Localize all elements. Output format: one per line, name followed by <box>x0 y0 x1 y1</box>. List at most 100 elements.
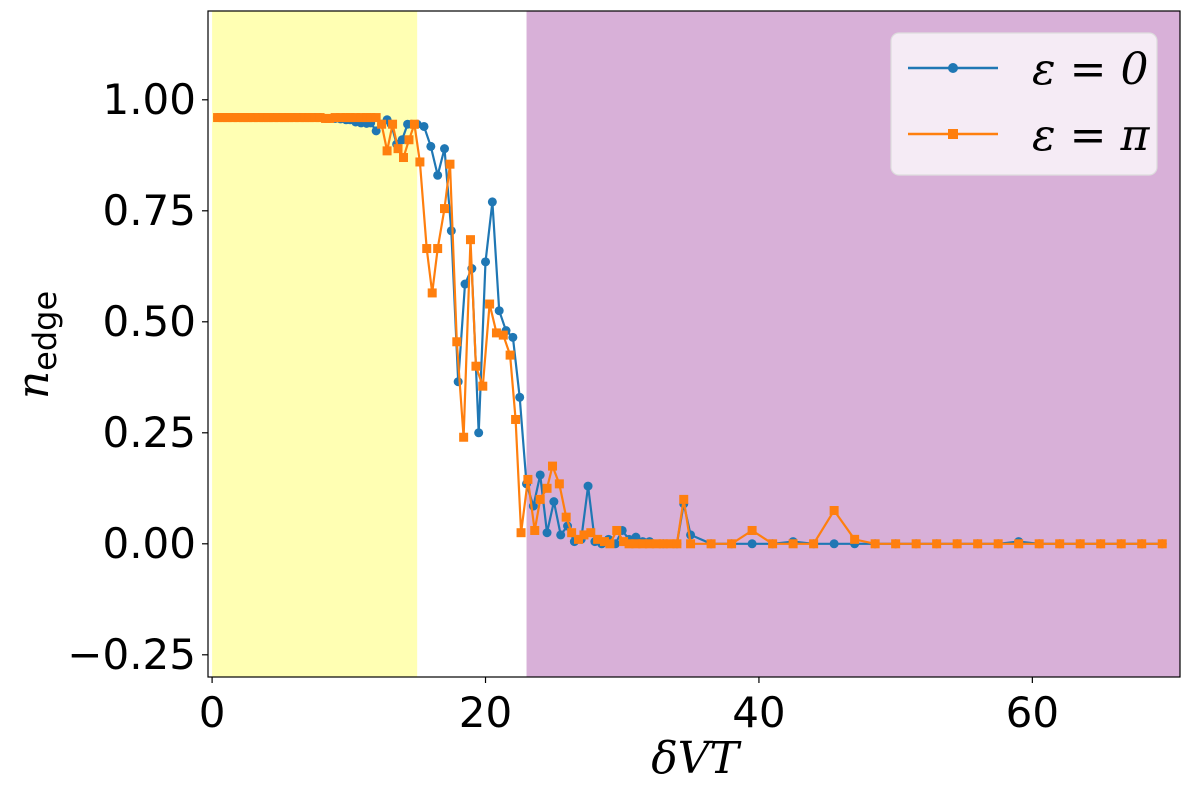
data-point <box>233 113 243 123</box>
data-point <box>911 539 921 549</box>
data-point <box>973 539 983 549</box>
data-point <box>274 113 284 123</box>
legend-marker-eps-pi <box>948 129 958 139</box>
data-point <box>747 539 757 549</box>
data-point <box>638 539 648 549</box>
data-point <box>222 113 232 123</box>
data-point <box>586 528 596 538</box>
data-point <box>788 539 798 549</box>
data-point <box>891 539 901 549</box>
data-point <box>573 534 583 544</box>
data-point <box>870 539 880 549</box>
legend-label-eps-pi: ε = π <box>1032 110 1150 161</box>
data-point <box>228 113 238 123</box>
data-point <box>345 113 355 123</box>
data-point <box>579 530 589 540</box>
data-point <box>440 204 450 214</box>
data-point <box>330 113 340 123</box>
data-point <box>556 530 566 540</box>
data-point <box>310 113 320 123</box>
data-point <box>768 539 778 549</box>
data-point <box>505 350 515 360</box>
data-point <box>295 113 305 123</box>
data-point <box>542 483 552 493</box>
data-point <box>829 539 839 549</box>
data-point <box>516 528 526 538</box>
data-point <box>422 244 432 254</box>
data-point <box>440 144 450 154</box>
data-point <box>351 113 361 123</box>
data-point <box>549 497 559 507</box>
data-point <box>419 121 429 131</box>
data-point <box>1075 539 1085 549</box>
data-point <box>645 539 655 549</box>
y-axis-label: nedge <box>8 291 64 399</box>
data-point <box>624 539 634 549</box>
data-point <box>530 525 540 535</box>
data-point <box>415 157 425 167</box>
data-point <box>336 113 346 123</box>
plot-frame <box>207 10 1181 678</box>
data-point <box>809 539 819 549</box>
data-point <box>686 539 696 549</box>
data-point <box>1137 539 1147 549</box>
data-point <box>665 539 675 549</box>
data-point <box>325 113 335 123</box>
data-point <box>679 494 689 504</box>
x-tick-label: 60 <box>1006 688 1059 737</box>
data-point <box>465 235 475 245</box>
data-point <box>727 539 737 549</box>
data-point <box>254 113 264 123</box>
data-point <box>460 279 470 289</box>
data-point <box>619 537 629 547</box>
data-point <box>304 113 314 123</box>
x-axis-label: δVT <box>651 733 742 784</box>
data-point <box>382 146 392 156</box>
y-tick-label: 0.25 <box>102 408 196 457</box>
data-point <box>377 119 387 129</box>
data-point <box>427 288 437 298</box>
data-point <box>1014 539 1024 549</box>
data-point <box>263 113 273 123</box>
data-point <box>213 113 223 123</box>
data-point <box>371 113 381 123</box>
data-point <box>453 377 463 387</box>
x-tick-label: 40 <box>732 688 785 737</box>
data-point <box>747 525 757 535</box>
data-point <box>269 113 279 123</box>
data-point <box>1055 539 1065 549</box>
data-point <box>409 119 419 129</box>
data-point <box>487 197 497 207</box>
data-point <box>366 113 376 123</box>
data-point <box>452 337 462 347</box>
data-point <box>426 141 436 151</box>
data-point <box>398 153 408 163</box>
y-tick-label: −0.25 <box>67 630 196 679</box>
data-point <box>672 539 682 549</box>
y-tick-label: 0.00 <box>102 519 196 568</box>
legend: ε = 0 ε = π <box>890 32 1158 176</box>
data-point <box>491 328 501 338</box>
data-point <box>459 432 469 442</box>
data-point <box>243 113 253 123</box>
data-point <box>433 244 443 254</box>
data-point <box>535 494 545 504</box>
data-point <box>993 539 1003 549</box>
data-point <box>523 474 533 484</box>
data-point <box>612 525 622 535</box>
data-point <box>511 414 521 424</box>
series-1 <box>213 113 1167 549</box>
y-tick-label: 0.50 <box>102 297 196 346</box>
data-point <box>850 534 860 544</box>
data-point <box>1096 539 1106 549</box>
data-point <box>631 539 641 549</box>
data-point <box>284 113 294 123</box>
data-point <box>498 330 508 340</box>
data-point <box>554 479 564 489</box>
data-point <box>289 113 299 123</box>
data-point <box>1116 539 1126 549</box>
svg-text:nedge: nedge <box>8 291 64 399</box>
data-point <box>508 332 518 342</box>
data-point <box>583 481 593 491</box>
